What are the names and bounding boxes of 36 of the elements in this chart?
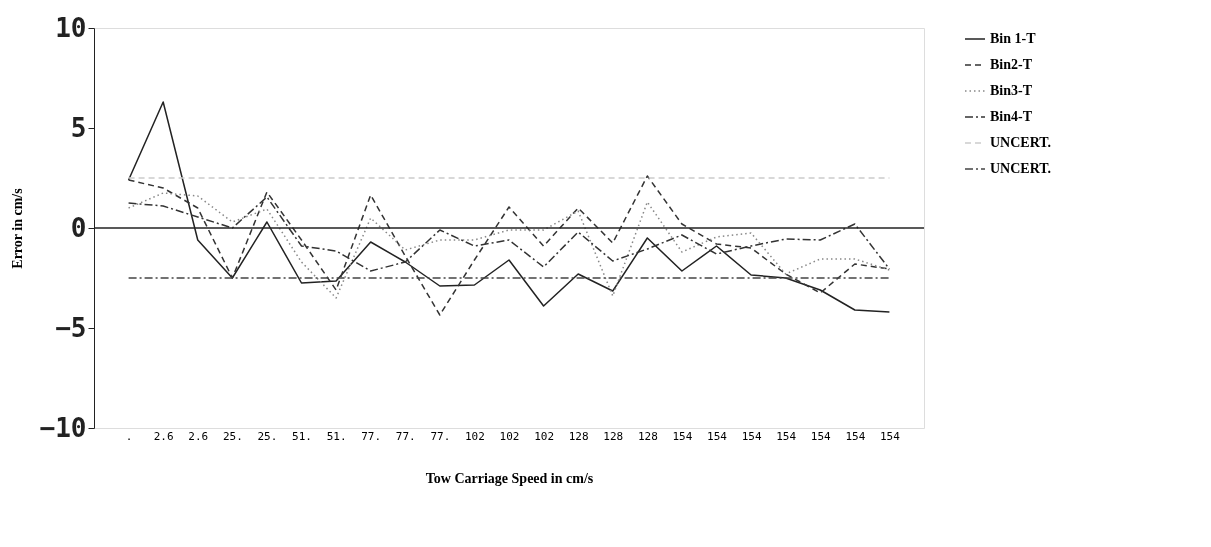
y-tick-label: 5 [70,112,87,143]
y-tick-label: 0 [70,212,87,243]
x-tick-label: 77. [430,429,451,443]
x-tick-label: 2.6 [153,429,174,443]
x-tick-label: . [125,429,133,443]
x-tick-label: 77. [395,429,416,443]
y-axis-title: Error in cm/s [9,187,25,269]
y-tick-label: −10 [39,412,87,443]
x-tick-label: 154 [776,429,797,443]
x-tick-label: 154 [741,429,762,443]
x-tick-label: 102 [464,429,485,443]
x-tick-label: 154 [672,429,693,443]
x-tick-label: 154 [879,429,901,443]
x-tick-label: 51. [292,429,312,443]
x-tick-label: 154 [810,429,832,443]
x-tick-label: 25. [257,429,278,443]
legend-label: UNCERT. [990,135,1052,150]
legend-label: Bin 1-T [990,31,1037,46]
x-tick-label: 154 [845,429,866,443]
legend-label: Bin3-T [990,83,1033,98]
x-tick-label: 128 [603,429,624,443]
x-tick-label: 102 [534,429,555,443]
x-tick-label: 2.6 [188,429,209,443]
legend-label: Bin2-T [990,57,1033,72]
x-axis-title: Tow Carriage Speed in cm/s [425,470,594,486]
x-tick-label: 51. [326,429,347,443]
x-tick-label: 128 [637,429,658,443]
x-tick-label: 128 [568,429,589,443]
x-tick-label: 154 [707,429,728,443]
x-tick-label: 25. [222,429,243,443]
y-tick-label: −5 [55,312,87,343]
legend-label: Bin4-T [990,109,1033,124]
x-tick-label: 77. [361,429,382,443]
x-tick-label: 102 [499,429,520,443]
legend-label: UNCERT. [990,161,1052,176]
y-tick-label: 10 [55,12,87,43]
